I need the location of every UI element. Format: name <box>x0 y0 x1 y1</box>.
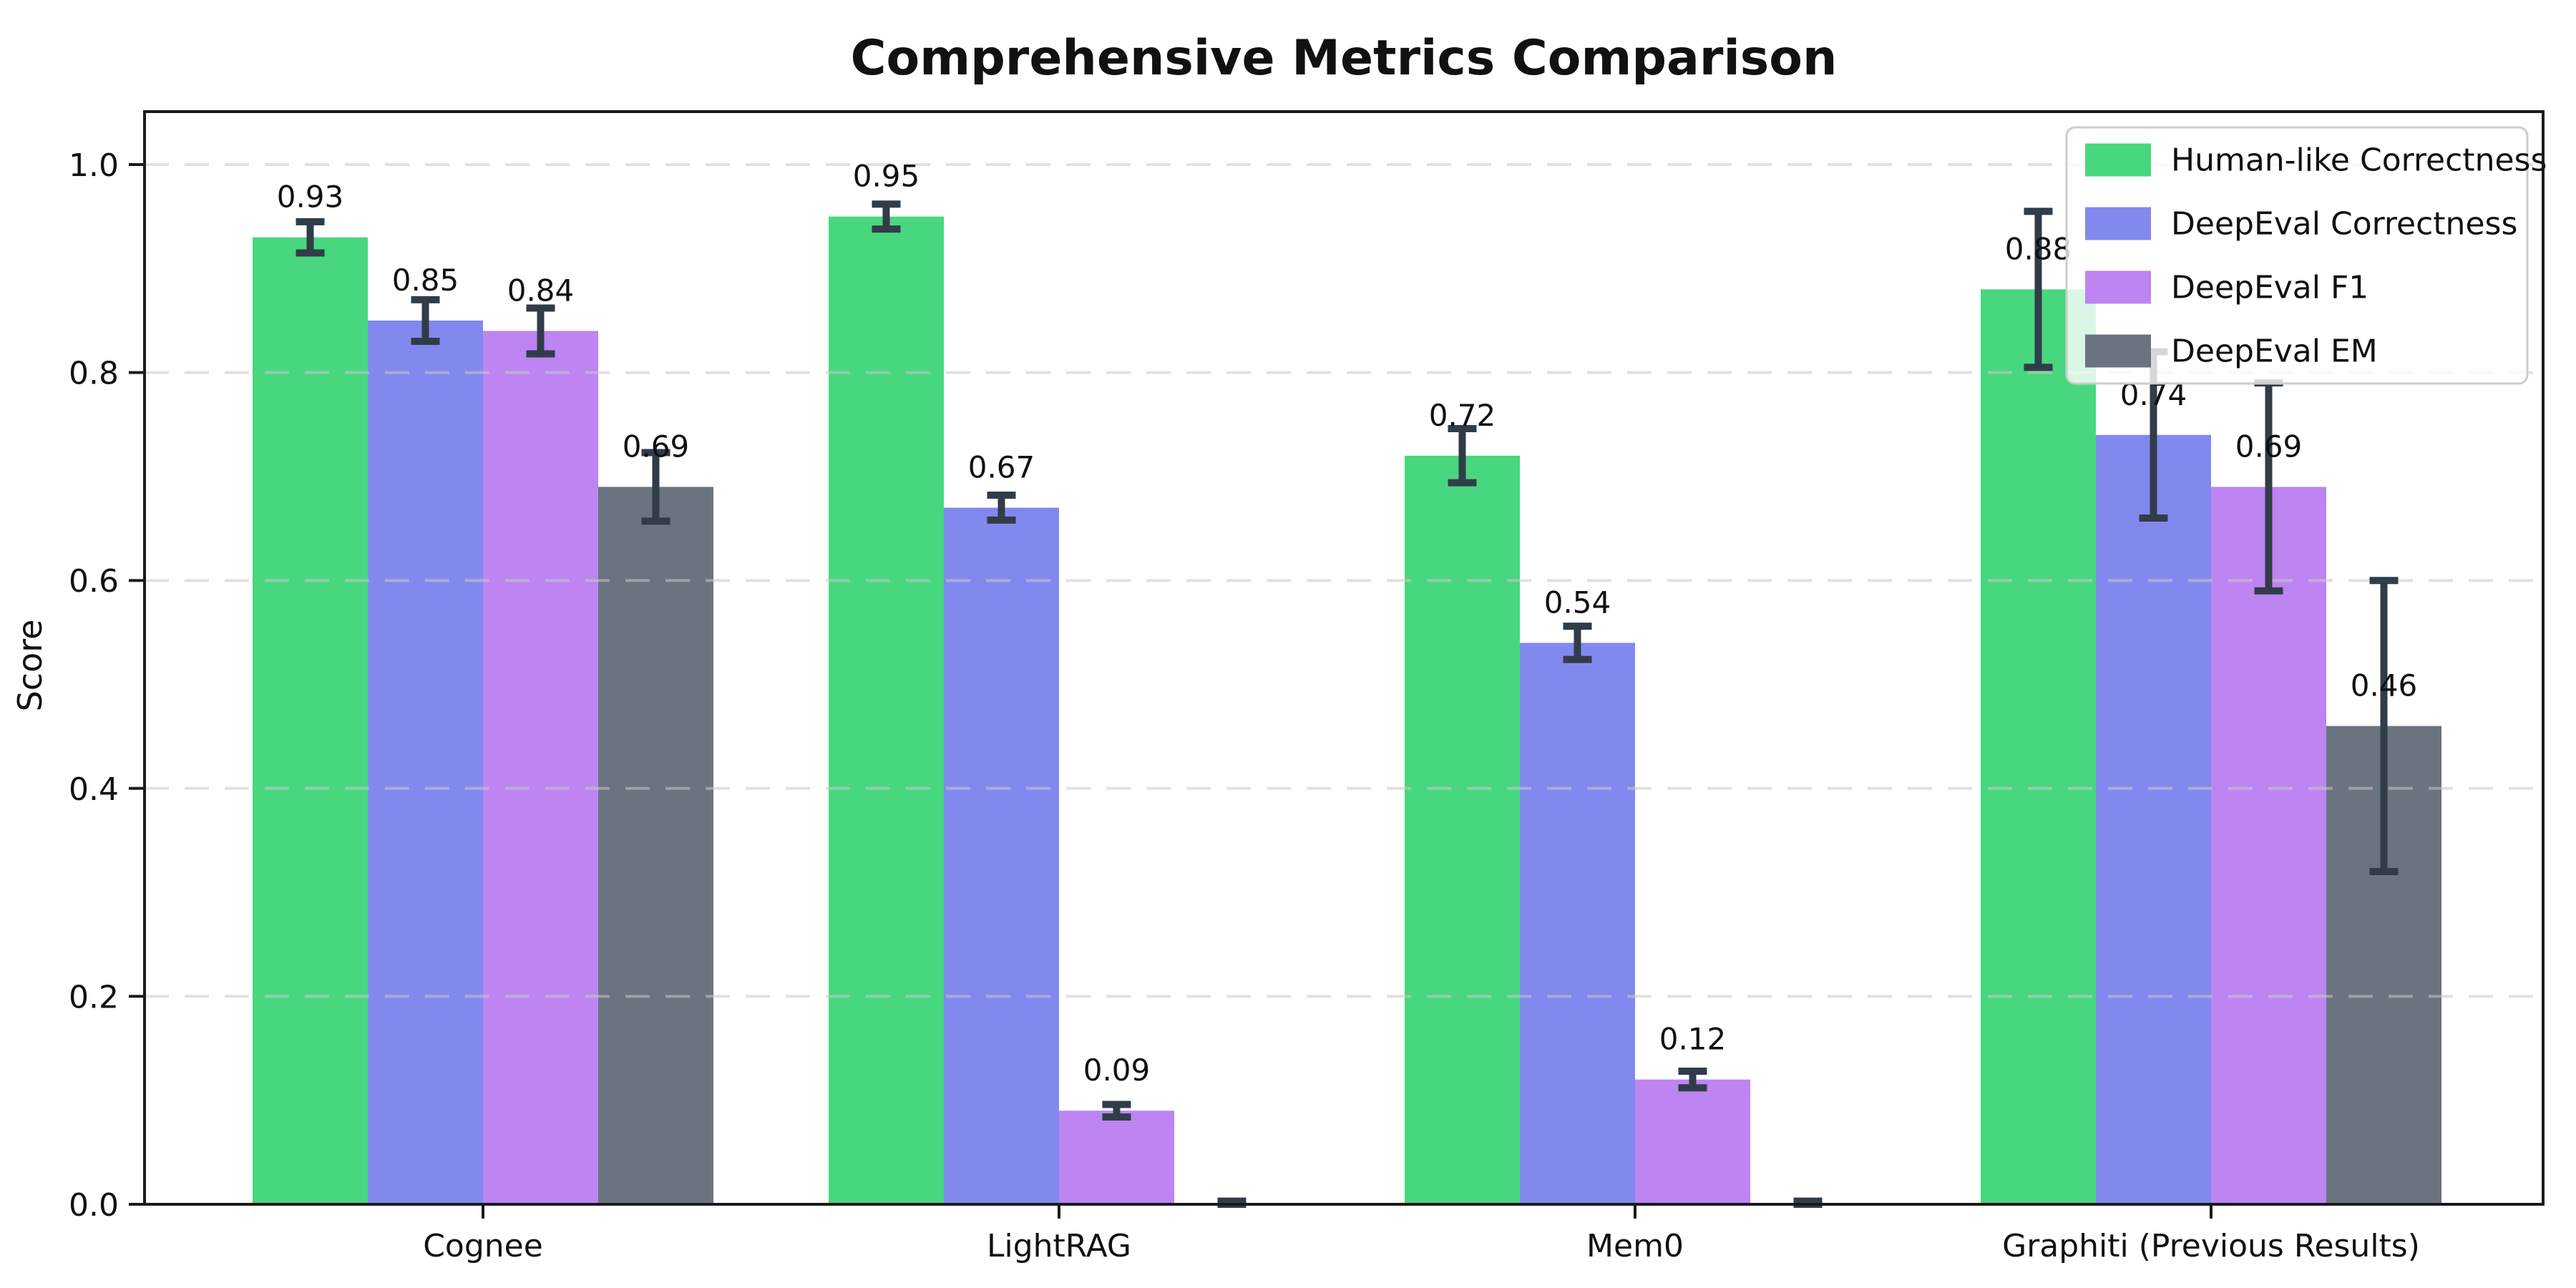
legend-label-DeepEval Correctness: DeepEval Correctness <box>2171 206 2517 243</box>
value-label: 0.84 <box>507 273 575 308</box>
bar-Mem0-DeepEval F1 <box>1635 1079 1750 1204</box>
chart-title: Comprehensive Metrics Comparison <box>851 30 1838 87</box>
bars-layer <box>253 216 2441 1205</box>
value-label: 0.69 <box>2235 429 2303 464</box>
y-tick-label: 0.2 <box>69 979 119 1015</box>
value-label: 0.88 <box>2005 231 2072 266</box>
y-tick-label: 1.0 <box>69 147 119 184</box>
bar-LightRAG-Human-like Correctness <box>829 216 944 1204</box>
y-tick-label: 0.0 <box>69 1187 119 1224</box>
value-label: 0.54 <box>1544 585 1611 620</box>
value-label: 0.46 <box>2351 668 2418 703</box>
value-label: 0.85 <box>392 263 459 298</box>
legend-swatch-DeepEval Correctness <box>2085 207 2151 240</box>
bar-Cognee-Human-like Correctness <box>253 237 368 1205</box>
bar-Graphiti (Previous Results)-DeepEval F1 <box>2211 487 2326 1204</box>
x-tick-label-Cognee: Cognee <box>423 1228 543 1264</box>
bar-Cognee-DeepEval Correctness <box>368 320 483 1205</box>
y-tick-label: 0.8 <box>69 356 119 392</box>
bar-Mem0-DeepEval Correctness <box>1520 643 1635 1204</box>
error-bars-layer <box>296 200 2399 1208</box>
legend: Human-like Correctness DeepEval Correctne… <box>2065 126 2547 385</box>
legend-swatch-Human-like Correctness <box>2085 143 2151 177</box>
legend-box <box>2065 126 2529 385</box>
y-tick-label: 0.6 <box>69 563 119 600</box>
value-labels-layer: 0.930.950.720.880.850.670.540.740.840.09… <box>277 159 2418 1088</box>
x-tick-label-Graphiti (Previous Results): Graphiti (Previous Results) <box>2002 1228 2420 1264</box>
x-tick-label-Mem0: Mem0 <box>1586 1228 1684 1264</box>
bar-Cognee-DeepEval F1 <box>483 331 598 1205</box>
value-label: 0.67 <box>968 449 1035 484</box>
value-label: 0.93 <box>277 180 344 215</box>
bar-Cognee-DeepEval EM <box>598 487 713 1204</box>
legend-label-Human-like Correctness: Human-like Correctness <box>2171 142 2547 179</box>
legend-label-DeepEval F1: DeepEval F1 <box>2171 270 2368 306</box>
value-label: 0.09 <box>1083 1053 1151 1088</box>
y-tick-label: 0.4 <box>69 771 119 808</box>
bar-Graphiti (Previous Results)-DeepEval Correctness <box>2096 434 2211 1204</box>
value-label: 0.95 <box>853 159 920 194</box>
axes-layer: 0.0 0.2 0.4 0.6 0.8 1.0 Cognee LightRAG Mem0 Grap… <box>69 110 2545 1264</box>
bar-Graphiti (Previous Results)-Human-like Correctness <box>1981 289 2096 1204</box>
legend-label-DeepEval EM: DeepEval EM <box>2171 333 2378 370</box>
legend-swatch-DeepEval EM <box>2085 334 2151 368</box>
bar-LightRAG-DeepEval Correctness <box>944 507 1059 1204</box>
value-label: 0.12 <box>1659 1022 1727 1057</box>
x-tick-label-LightRAG: LightRAG <box>987 1228 1131 1264</box>
legend-swatch-DeepEval F1 <box>2085 270 2151 304</box>
bar-LightRAG-DeepEval F1 <box>1059 1111 1174 1204</box>
plot-border <box>143 110 2545 1206</box>
bar-Mem0-Human-like Correctness <box>1405 455 1520 1204</box>
value-label: 0.72 <box>1429 398 1496 433</box>
value-label: 0.69 <box>623 429 690 464</box>
y-axis-label: Score <box>11 620 49 712</box>
